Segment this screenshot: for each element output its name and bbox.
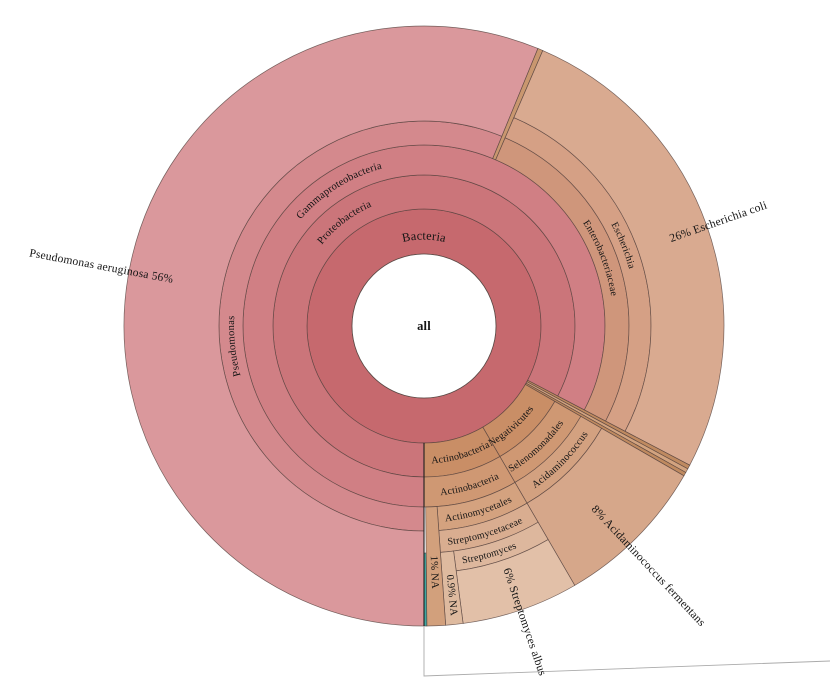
label-leader-line <box>423 626 831 677</box>
wedge-pseudomonas-aeruginosa[interactable] <box>123 25 539 627</box>
center-circle-all[interactable] <box>351 253 497 399</box>
wedge-escherichia-coli[interactable] <box>513 50 725 466</box>
label-na-0-9: 0.9% NA <box>444 574 459 616</box>
wedge-na-1[interactable] <box>425 506 447 627</box>
label-na-1: 1% NA <box>428 556 440 590</box>
label-bacteria: Bacteria <box>401 228 448 245</box>
center-label: all <box>417 319 431 333</box>
